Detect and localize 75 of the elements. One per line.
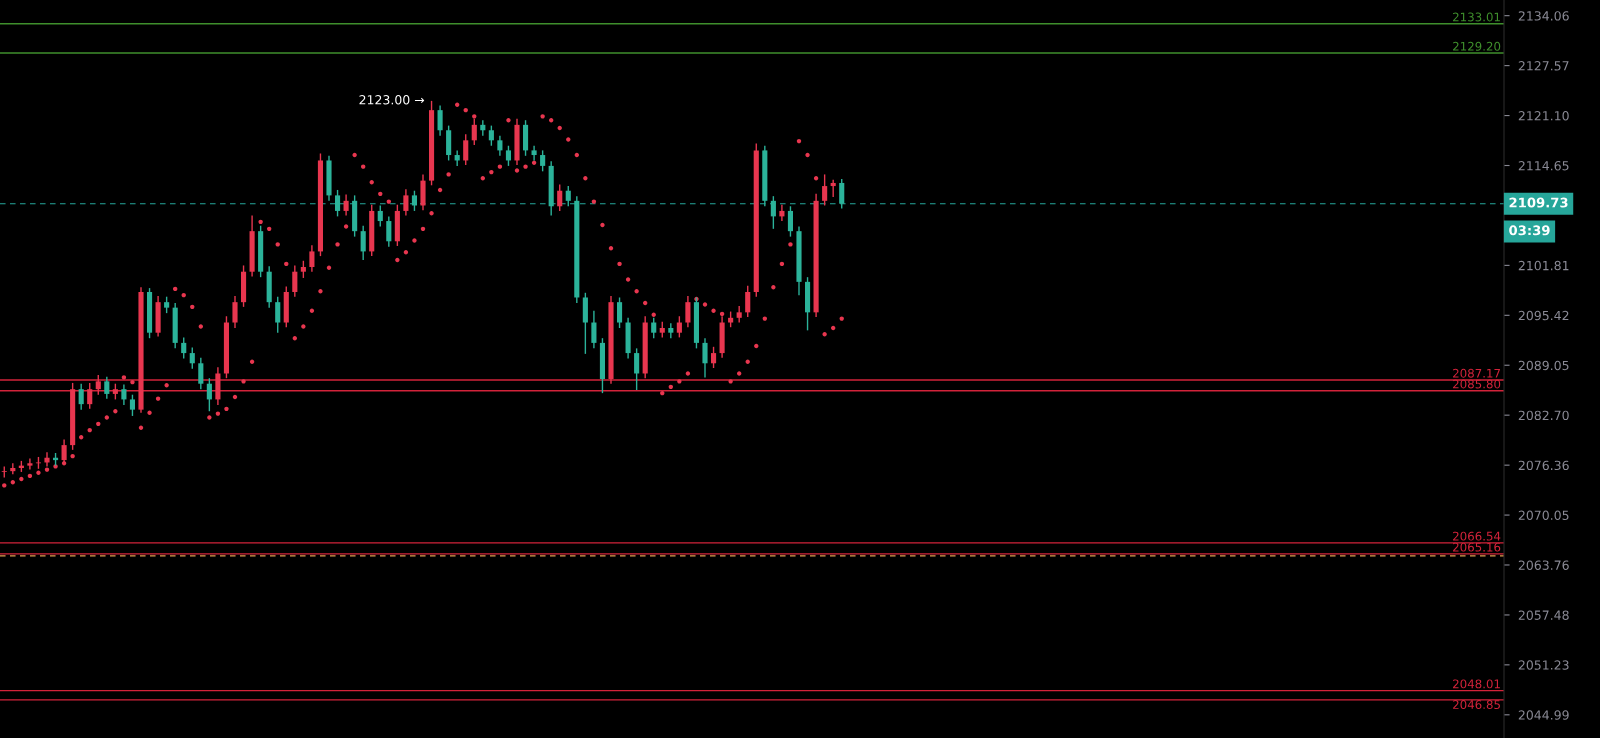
candlestick: [505, 145, 512, 167]
candlestick: [685, 295, 691, 328]
y-tick-label: 2095.42: [1518, 310, 1569, 321]
candlestick: [309, 244, 315, 273]
candlestick: [10, 462, 16, 476]
ref-line-label: 2129.20: [1453, 41, 1501, 51]
y-tick-label: 2101.81: [1518, 260, 1569, 271]
candlestick: [702, 337, 708, 379]
ref-line-label: 2046.85: [1453, 700, 1500, 710]
annotation: 2123.00 →: [359, 95, 425, 105]
candlestick: [616, 296, 623, 329]
candlestick: [651, 317, 657, 339]
candlestick: [129, 394, 136, 417]
candlestick: [275, 296, 281, 334]
candlestick: [334, 189, 341, 218]
candlestick: [189, 346, 195, 370]
ref-line-label: 2066.54: [1453, 531, 1501, 541]
y-tick-label: 2082.70: [1518, 410, 1569, 421]
candlestick: [745, 285, 751, 318]
candlestick: [377, 204, 383, 228]
text: 03:39: [1509, 225, 1550, 236]
candlestick: [232, 295, 238, 329]
candlestick: [822, 173, 828, 207]
y-tick-label: 2044.99: [1518, 710, 1569, 720]
candlestick: [360, 225, 366, 261]
candlestick: [488, 124, 494, 147]
candlestick: [471, 117, 477, 146]
candlestick: [830, 179, 836, 198]
candlestick: [839, 178, 845, 210]
y-tick-label: 2114.65: [1518, 160, 1569, 171]
candlestick: [121, 383, 127, 406]
candlestick: [591, 310, 597, 350]
candlestick: [386, 215, 392, 248]
ref-line-label: 2085.80: [1453, 379, 1501, 389]
candlestick: [206, 377, 212, 412]
y-tick-label: 2070.05: [1518, 510, 1569, 520]
candlestick: [531, 145, 537, 162]
candlestick: [565, 185, 571, 207]
candlestick: [343, 193, 349, 217]
candlestick: [95, 374, 101, 396]
y-tick-label: 2057.48: [1518, 610, 1569, 620]
candlestick: [198, 357, 204, 390]
candlestick: [104, 375, 110, 400]
candlestick: [292, 264, 298, 298]
candlestick: [634, 347, 640, 391]
candlestick: [27, 457, 33, 471]
ref-line-label: 2048.01: [1453, 679, 1500, 689]
candlestick: [770, 195, 776, 230]
ref-line-label: 2109.73: [1509, 197, 1568, 208]
candlestick: [497, 134, 503, 157]
candlestick: [463, 133, 469, 166]
candlestick: [668, 322, 674, 339]
y-tick-label: 2121.10: [1518, 111, 1569, 121]
y-tick-label: 2051.23: [1518, 660, 1569, 670]
candlestick: [78, 383, 84, 411]
candlestick: [787, 205, 794, 238]
candlestick: [403, 188, 409, 217]
candlestick: [736, 305, 742, 324]
y-tick-label: 2134.06: [1518, 11, 1569, 21]
y-tick-label: 2063.76: [1518, 560, 1569, 570]
candlestick: [710, 346, 717, 369]
y-tick-label: 2127.57: [1518, 61, 1569, 71]
candlestick: [437, 104, 443, 137]
candlestick: [181, 336, 187, 360]
ref-line-label: 2065.16: [1453, 542, 1501, 552]
ref-line-label: 2087.17: [1453, 368, 1500, 378]
candlestick: [676, 315, 682, 339]
candlestick: [540, 149, 546, 173]
candlestick: [411, 190, 418, 212]
y-tick-label: 2089.05: [1518, 360, 1569, 371]
y-tick-label: 2076.36: [1518, 460, 1569, 471]
candlestick: [44, 451, 50, 468]
ref-line-label: 2133.01: [1453, 12, 1500, 22]
candlestick: [557, 183, 563, 212]
candlestick: [87, 382, 93, 410]
